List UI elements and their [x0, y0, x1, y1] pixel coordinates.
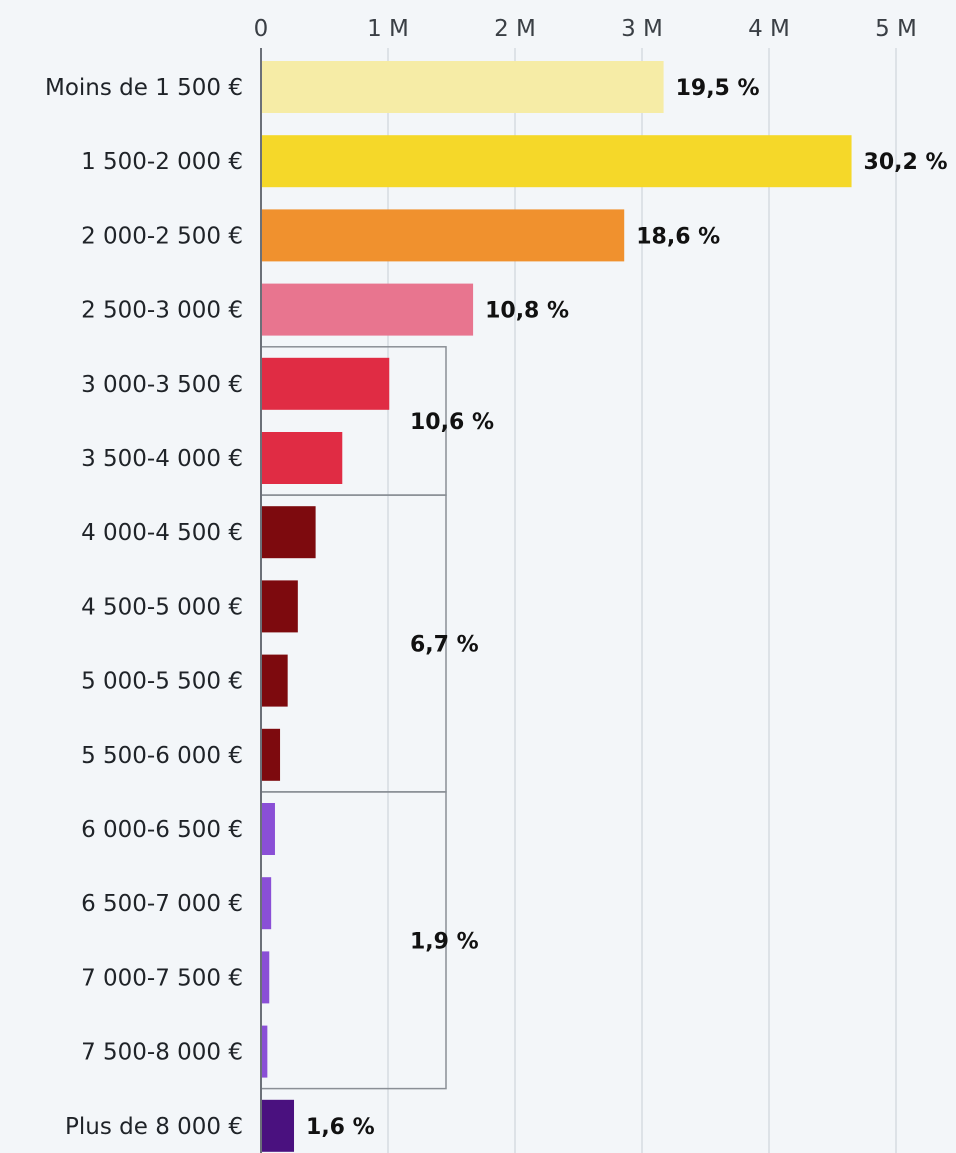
bar	[261, 1099, 295, 1152]
x-tick-label: 5 M	[875, 16, 917, 42]
group-percent-label: 1,9 %	[410, 929, 479, 954]
bar	[261, 135, 852, 188]
category-label: 4 000-4 500 €	[81, 520, 243, 546]
x-tick-label: 1 M	[367, 16, 409, 42]
category-label: 1 500-2 000 €	[81, 149, 243, 175]
category-label: 7 500-8 000 €	[81, 1040, 243, 1066]
category-label: 6 000-6 500 €	[81, 817, 243, 843]
category-labels: Moins de 1 500 € 1 500-2 000 € 2 000-2 500…	[45, 75, 243, 1140]
bar	[261, 877, 272, 930]
x-tick-label: 0	[254, 16, 269, 42]
bar	[261, 654, 288, 707]
x-axis-ticks: 0 1 M 2 M 3 M 4 M 5 M	[254, 16, 917, 42]
bar-value-labels: 19,5 % 30,2 % 18,6 % 10,8 % 1,6 %	[306, 76, 948, 1140]
category-label: 7 000-7 500 €	[81, 965, 243, 991]
category-label: 4 500-5 000 €	[81, 594, 243, 620]
category-label: 2 500-3 000 €	[81, 298, 243, 324]
category-label: 6 500-7 000 €	[81, 891, 243, 917]
bar	[261, 728, 281, 781]
bar	[261, 803, 275, 855]
category-label: 3 500-4 000 €	[81, 446, 243, 472]
bar-value-label: 1,6 %	[306, 1115, 375, 1140]
group-percent-label: 6,7 %	[410, 633, 479, 658]
bar	[261, 61, 664, 113]
bar-value-label: 19,5 %	[676, 76, 760, 101]
bar	[261, 357, 390, 410]
category-label: 5 000-5 500 €	[81, 669, 243, 695]
category-label: 2 000-2 500 €	[81, 223, 243, 249]
bar-value-label: 18,6 %	[636, 224, 720, 249]
category-label: Plus de 8 000 €	[65, 1114, 243, 1140]
bar	[261, 506, 316, 559]
x-tick-label: 4 M	[748, 16, 790, 42]
bar	[261, 1025, 268, 1078]
bar	[261, 951, 270, 1004]
group-percent-label: 10,6 %	[410, 410, 494, 435]
x-tick-label: 3 M	[621, 16, 663, 42]
bar	[261, 209, 625, 262]
category-label: 5 500-6 000 €	[81, 743, 243, 769]
bar-value-label: 10,8 %	[485, 299, 569, 324]
bar	[261, 283, 474, 336]
category-label: Moins de 1 500 €	[45, 75, 243, 101]
bar-value-label: 30,2 %	[864, 150, 948, 175]
bars	[261, 61, 852, 1152]
x-tick-label: 2 M	[494, 16, 536, 42]
category-label: 3 000-3 500 €	[81, 372, 243, 398]
bar	[261, 580, 298, 633]
bar	[261, 432, 343, 484]
